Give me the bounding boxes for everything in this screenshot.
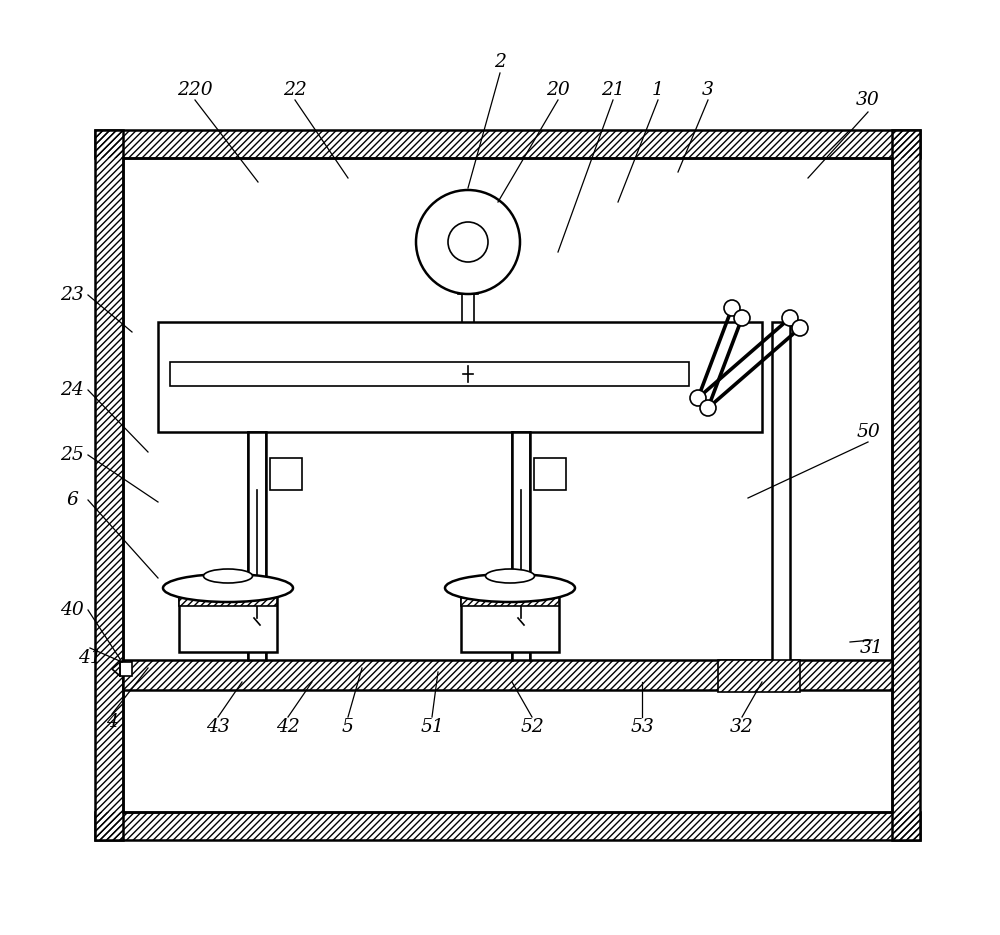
Text: 21: 21	[601, 81, 625, 99]
Bar	[123, 158, 892, 812]
Text: 23: 23	[60, 286, 84, 304]
Text: 30: 30	[856, 91, 880, 109]
Ellipse shape	[204, 569, 252, 583]
Bar	[179, 584, 277, 606]
Text: 6: 6	[66, 491, 78, 509]
Text: 20: 20	[546, 81, 570, 99]
Bar	[270, 458, 302, 490]
Bar	[95, 812, 920, 840]
Text: 5: 5	[342, 718, 354, 736]
Circle shape	[734, 310, 750, 326]
Circle shape	[700, 400, 716, 416]
Text: 4: 4	[106, 713, 118, 731]
Text: 50: 50	[856, 423, 880, 441]
Ellipse shape	[163, 574, 293, 602]
Circle shape	[724, 300, 740, 316]
Bar	[179, 584, 277, 652]
Ellipse shape	[486, 569, 534, 583]
Circle shape	[690, 390, 706, 406]
Text: 24: 24	[60, 381, 84, 399]
Bar	[461, 584, 559, 606]
Text: 25: 25	[60, 446, 84, 464]
Circle shape	[792, 320, 808, 336]
Text: 31: 31	[860, 639, 884, 657]
Text: 2: 2	[494, 53, 506, 71]
Circle shape	[448, 222, 488, 262]
Bar	[95, 812, 920, 840]
Text: 53: 53	[630, 718, 654, 736]
Text: 32: 32	[730, 718, 754, 736]
Circle shape	[782, 310, 798, 326]
Bar	[95, 130, 920, 158]
Text: 42: 42	[276, 718, 300, 736]
Text: 41: 41	[78, 649, 102, 667]
Bar	[170, 362, 689, 386]
Bar	[461, 584, 559, 652]
Bar	[95, 130, 123, 840]
Bar	[95, 130, 920, 158]
Text: 22: 22	[283, 81, 307, 99]
Bar	[534, 458, 566, 490]
Bar	[120, 662, 132, 676]
Bar	[892, 130, 920, 840]
Text: 3: 3	[702, 81, 714, 99]
Text: 40: 40	[60, 601, 84, 619]
Bar	[718, 660, 800, 692]
Ellipse shape	[445, 574, 575, 602]
Text: 43: 43	[206, 718, 230, 736]
Bar	[892, 130, 920, 840]
Text: 220: 220	[177, 81, 213, 99]
Text: 51: 51	[420, 718, 444, 736]
Bar	[123, 660, 892, 690]
Bar	[123, 660, 892, 690]
Bar	[158, 322, 762, 432]
Text: 1: 1	[652, 81, 664, 99]
Bar	[95, 130, 123, 840]
Text: 52: 52	[520, 718, 544, 736]
Bar	[772, 322, 790, 662]
Bar	[718, 660, 800, 692]
Circle shape	[416, 190, 520, 294]
